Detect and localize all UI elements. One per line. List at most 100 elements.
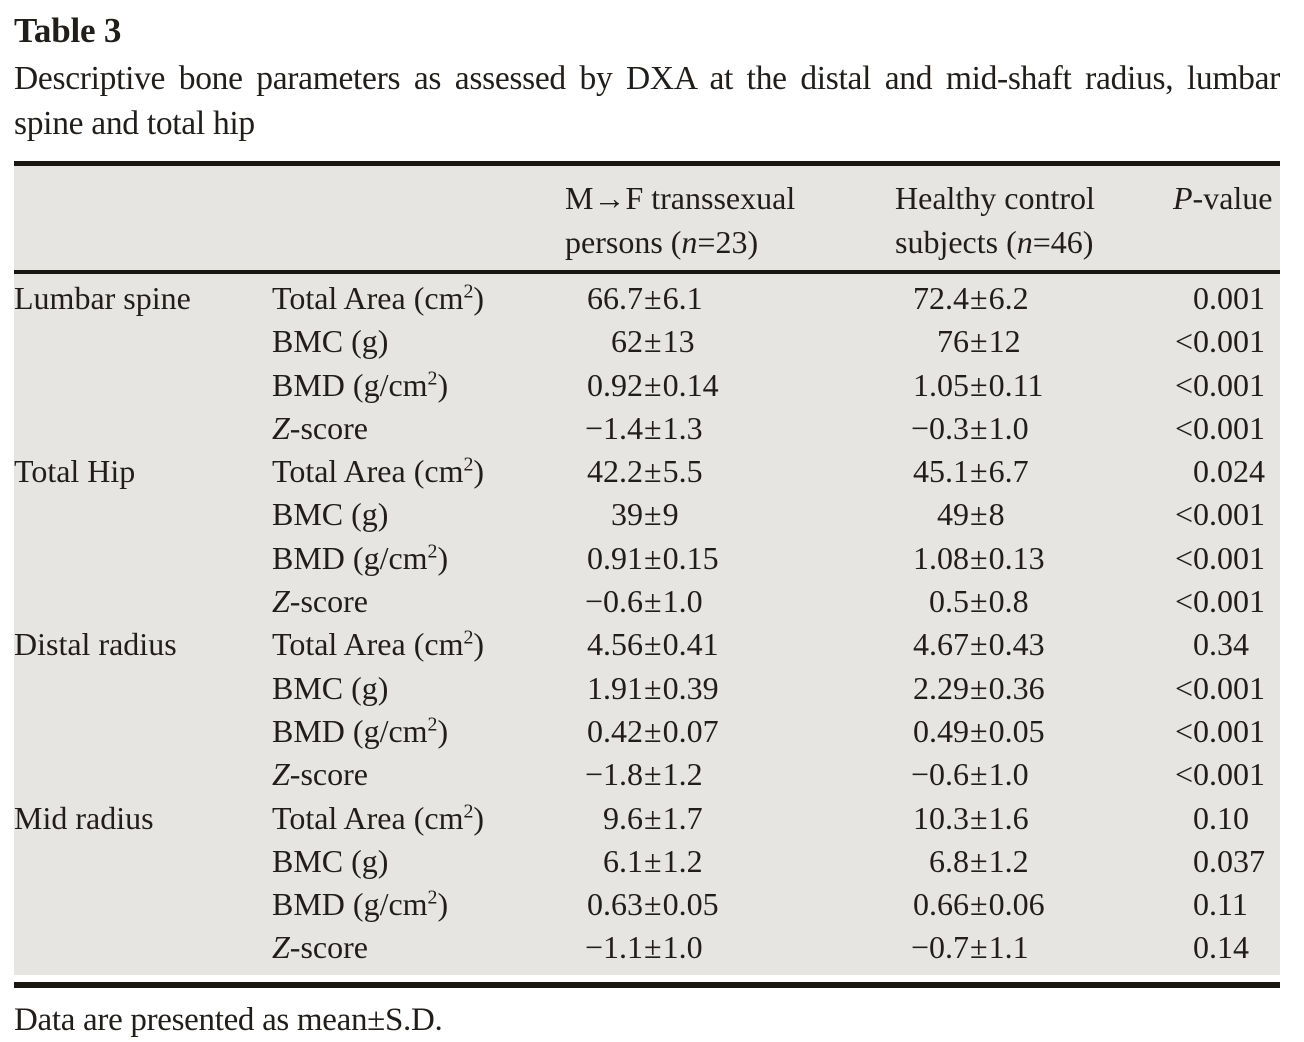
plus-minus: ± [970, 929, 988, 966]
mean-value: 0.92 [587, 366, 643, 403]
header-row: M→F transsexual persons (n=23) Healthy co… [14, 163, 1280, 274]
mean-value: 42.2 [587, 453, 643, 490]
sd-value: 1.1 [988, 929, 1029, 966]
p-value: 0.037 [1173, 840, 1280, 883]
param-text: -score [289, 583, 368, 620]
plus-minus: ± [970, 842, 988, 879]
sd-value: 0.05 [988, 712, 1045, 749]
p-value: 0.10 [1173, 797, 1280, 840]
sd-value: 1.7 [662, 799, 703, 836]
control-value: 0.66±0.06 [895, 883, 1173, 926]
param-close: ) [437, 886, 449, 923]
mean-value: 39 [611, 496, 643, 533]
sd-value: 0.36 [988, 669, 1045, 706]
mean-value: 6.8 [929, 842, 969, 879]
sd-value: 1.2 [988, 842, 1029, 879]
mean-value: −0.3 [910, 409, 969, 446]
p-value: <0.001 [1173, 667, 1280, 710]
table-row: Mid radius Total Area (cm2) 9.6±1.7 10.3… [14, 797, 1280, 840]
header-mtf-line1: M→F transsexual [565, 180, 796, 216]
table-bottom-rule [14, 981, 1280, 988]
plus-minus: ± [970, 799, 988, 836]
table-row: BMD (g/cm2) 0.42±0.07 0.49±0.05 <0.001 [14, 710, 1280, 753]
sd-value: 6.1 [662, 280, 703, 316]
param-superscript: 2 [427, 886, 438, 909]
param-superscript: 2 [427, 366, 438, 389]
table-row: Total Hip Total Area (cm2) 42.2±5.5 45.1… [14, 450, 1280, 493]
header-control-count: =46) [1032, 224, 1094, 260]
mean-value: 0.49 [913, 712, 969, 749]
p-int: 0 [1193, 842, 1209, 879]
parameter-label: Z-score [272, 407, 565, 450]
mtf-value: 6.1±1.2 [565, 840, 895, 883]
table-row: BMC (g) 1.91±0.39 2.29±0.36 <0.001 [14, 667, 1280, 710]
data-table-wrap: M→F transsexual persons (n=23) Healthy co… [14, 161, 1280, 988]
param-italic: Z [272, 409, 290, 446]
plus-minus: ± [970, 453, 988, 490]
plus-minus: ± [970, 496, 988, 533]
header-parameter [272, 163, 565, 274]
plus-minus: ± [970, 323, 988, 360]
p-frac: .001 [1209, 756, 1265, 793]
p-int: 0 [1193, 886, 1209, 923]
control-value: −0.7±1.1 [895, 926, 1173, 974]
region-label [14, 840, 272, 883]
mtf-value: 0.42±0.07 [565, 710, 895, 753]
p-value: 0.024 [1173, 450, 1280, 493]
control-value: 0.49±0.05 [895, 710, 1173, 753]
sd-value: 0.06 [988, 886, 1045, 923]
sd-value: 0.11 [988, 366, 1044, 403]
mtf-value: 9.6±1.7 [565, 797, 895, 840]
p-value: 0.14 [1173, 926, 1280, 974]
p-frac: .14 [1209, 929, 1249, 966]
p-int: <0 [1174, 756, 1209, 793]
p-int: 0 [1193, 453, 1209, 490]
table-row: BMD (g/cm2) 0.91±0.15 1.08±0.13 <0.001 [14, 537, 1280, 580]
table-row: BMD (g/cm2) 0.92±0.14 1.05±0.11 <0.001 [14, 364, 1280, 407]
mean-value: 0.42 [587, 712, 643, 749]
param-superscript: 2 [427, 540, 438, 563]
region-label: Total Hip [14, 453, 136, 490]
table-row: BMC (g) 39±9 49±8 <0.001 [14, 493, 1280, 536]
p-frac: .001 [1209, 280, 1265, 316]
mtf-value: 66.7±6.1 [565, 272, 895, 320]
header-p-italic: P [1173, 180, 1193, 216]
param-text: BMD (g/cm [272, 712, 428, 749]
parameter-label: Total Area (cm2) [272, 450, 565, 493]
plus-minus: ± [644, 756, 662, 793]
mean-value: 1.05 [913, 366, 969, 403]
control-value: 6.8±1.2 [895, 840, 1173, 883]
sd-value: 8 [988, 496, 1005, 533]
param-text: BMC (g) [272, 496, 389, 533]
sd-value: 12 [988, 323, 1021, 360]
plus-minus: ± [644, 539, 662, 576]
p-value: <0.001 [1173, 753, 1280, 796]
p-value: <0.001 [1173, 537, 1280, 580]
header-mtf-group: M→F transsexual persons (n=23) [565, 163, 895, 274]
mean-value: 76 [937, 323, 969, 360]
param-italic: Z [272, 929, 290, 966]
plus-minus: ± [644, 712, 662, 749]
sd-value: 1.0 [662, 583, 703, 620]
sd-value: 1.2 [662, 756, 703, 793]
control-value: 45.1±6.7 [895, 450, 1173, 493]
sd-value: 0.41 [662, 626, 719, 663]
table-row: Z-score −1.4±1.3 −0.3±1.0 <0.001 [14, 407, 1280, 450]
p-frac: .001 [1209, 669, 1265, 706]
param-close: ) [437, 539, 449, 576]
region-label: Lumbar spine [14, 280, 191, 316]
plus-minus: ± [644, 409, 662, 446]
region-label [14, 753, 272, 796]
mean-value: 66.7 [587, 280, 643, 316]
mtf-value: 4.56±0.41 [565, 623, 895, 666]
parameter-label: Total Area (cm2) [272, 797, 565, 840]
p-int: 0 [1193, 280, 1209, 316]
param-text: BMD (g/cm [272, 886, 428, 923]
param-superscript: 2 [427, 713, 438, 736]
table-row: Distal radius Total Area (cm2) 4.56±0.41… [14, 623, 1280, 666]
header-pvalue: P-value [1173, 163, 1280, 274]
param-superscript: 2 [463, 626, 474, 649]
sd-value: 0.43 [988, 626, 1045, 663]
sd-value: 1.0 [988, 409, 1029, 446]
region-label [14, 580, 272, 623]
